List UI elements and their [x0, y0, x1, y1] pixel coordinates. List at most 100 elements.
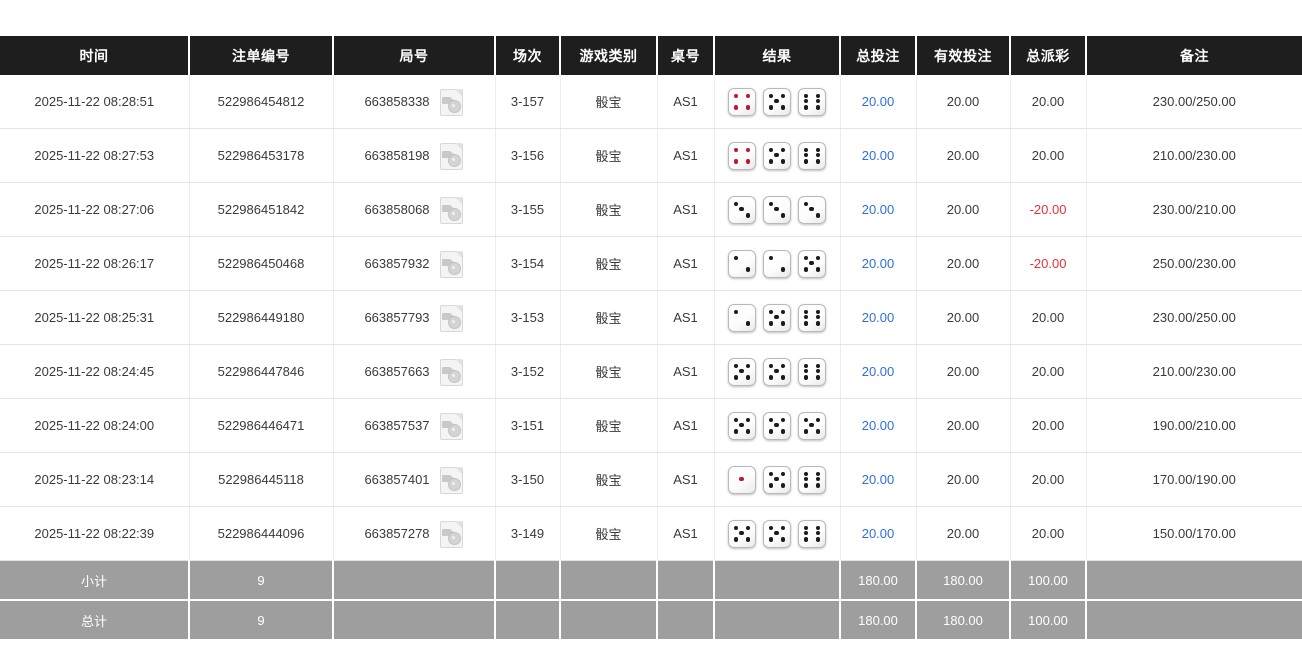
cell-round: 663857278 [333, 506, 496, 561]
video-replay-icon[interactable] [438, 88, 464, 116]
cell-valid-bet: 20.00 [916, 452, 1011, 507]
dice-face-5 [763, 87, 791, 116]
cell-table-no: AS1 [657, 398, 715, 453]
column-header-table[interactable]: 桌号 [657, 36, 715, 75]
column-header-bet[interactable]: 总投注 [840, 36, 917, 75]
cell-session: 3-155 [495, 182, 561, 237]
cell-order-id: 522986454812 [189, 75, 334, 129]
dice-result-group [719, 357, 836, 386]
dice-face-5 [763, 357, 791, 386]
dice-face-5 [763, 303, 791, 332]
cell-total-bet[interactable]: 20.00 [840, 344, 917, 399]
cell-total-bet[interactable]: 20.00 [840, 290, 917, 345]
table-row: 2025-11-22 08:23:14 522986445118 663857401… [0, 452, 1302, 507]
table-row: 2025-11-22 08:27:53 522986453178 663858198… [0, 128, 1302, 183]
cell-order-id: 522986446471 [189, 398, 334, 453]
dice-face-5 [763, 411, 791, 440]
summary-result [714, 600, 841, 639]
dice-result-group [719, 465, 836, 494]
cell-time: 2025-11-22 08:28:51 [0, 75, 190, 129]
cell-table-no: AS1 [657, 128, 715, 183]
summary-game [560, 560, 658, 601]
column-header-game[interactable]: 游戏类别 [560, 36, 658, 75]
cell-order-id: 522986451842 [189, 182, 334, 237]
column-header-result[interactable]: 结果 [714, 36, 841, 75]
video-replay-icon[interactable] [438, 250, 464, 278]
dice-face-4 [728, 141, 756, 170]
video-replay-icon[interactable] [438, 520, 464, 548]
dice-face-6 [798, 141, 826, 170]
cell-table-no: AS1 [657, 344, 715, 399]
summary-remark [1086, 600, 1302, 639]
cell-time: 2025-11-22 08:24:45 [0, 344, 190, 399]
cell-time: 2025-11-22 08:27:53 [0, 128, 190, 183]
summary-total-bet: 180.00 [840, 560, 917, 601]
dice-face-3 [728, 195, 756, 224]
video-replay-icon[interactable] [438, 196, 464, 224]
round-number: 663857401 [364, 472, 430, 487]
table-row: 2025-11-22 08:24:45 522986447846 663857663… [0, 344, 1302, 399]
cell-result [714, 398, 841, 453]
video-replay-icon[interactable] [438, 466, 464, 494]
cell-total-bet[interactable]: 20.00 [840, 236, 917, 291]
column-header-remark[interactable]: 备注 [1086, 36, 1302, 75]
cell-result [714, 236, 841, 291]
cell-total-bet[interactable]: 20.00 [840, 128, 917, 183]
cell-total-bet[interactable]: 20.00 [840, 506, 917, 561]
round-number: 663857537 [364, 418, 430, 433]
cell-result [714, 506, 841, 561]
dice-face-6 [798, 357, 826, 386]
cell-total-payout: 20.00 [1010, 75, 1087, 129]
cell-session: 3-150 [495, 452, 561, 507]
summary-result [714, 560, 841, 601]
dice-face-5 [798, 249, 826, 278]
dice-result-group [719, 141, 836, 170]
cell-round: 663857537 [333, 398, 496, 453]
column-header-payout[interactable]: 总派彩 [1010, 36, 1087, 75]
cell-order-id: 522986453178 [189, 128, 334, 183]
cell-remark: 210.00/230.00 [1086, 344, 1302, 399]
cell-table-no: AS1 [657, 182, 715, 237]
cell-remark: 210.00/230.00 [1086, 128, 1302, 183]
dice-face-5 [763, 465, 791, 494]
cell-game-type: 骰宝 [560, 344, 658, 399]
cell-total-bet[interactable]: 20.00 [840, 75, 917, 129]
cell-result [714, 75, 841, 129]
dice-face-5 [763, 519, 791, 548]
dice-face-3 [798, 195, 826, 224]
video-replay-icon[interactable] [438, 358, 464, 386]
cell-total-payout: 20.00 [1010, 344, 1087, 399]
cell-total-bet[interactable]: 20.00 [840, 182, 917, 237]
dice-face-5 [763, 141, 791, 170]
dice-face-1 [728, 465, 756, 494]
cell-total-bet[interactable]: 20.00 [840, 452, 917, 507]
round-number: 663857663 [364, 364, 430, 379]
video-replay-icon[interactable] [438, 412, 464, 440]
dice-face-5 [728, 411, 756, 440]
summary-total-payout: 100.00 [1010, 560, 1087, 601]
cell-round: 663858068 [333, 182, 496, 237]
column-header-valid[interactable]: 有效投注 [916, 36, 1011, 75]
cell-valid-bet: 20.00 [916, 75, 1011, 129]
cell-game-type: 骰宝 [560, 506, 658, 561]
video-replay-icon[interactable] [438, 142, 464, 170]
round-number: 663857793 [364, 310, 430, 325]
column-header-time[interactable]: 时间 [0, 36, 190, 75]
summary-row: 小计 9 180.00 180.00 100.00 [0, 560, 1302, 601]
round-number: 663857932 [364, 256, 430, 271]
video-replay-icon[interactable] [438, 304, 464, 332]
summary-total-payout: 100.00 [1010, 600, 1087, 639]
cell-total-bet[interactable]: 20.00 [840, 398, 917, 453]
summary-row: 总计 9 180.00 180.00 100.00 [0, 600, 1302, 639]
dice-result-group [719, 303, 836, 332]
cell-valid-bet: 20.00 [916, 182, 1011, 237]
cell-session: 3-154 [495, 236, 561, 291]
cell-valid-bet: 20.00 [916, 128, 1011, 183]
cell-round: 663857401 [333, 452, 496, 507]
summary-table [657, 600, 715, 639]
column-header-round[interactable]: 局号 [333, 36, 496, 75]
dice-result-group [719, 249, 836, 278]
column-header-order[interactable]: 注单编号 [189, 36, 334, 75]
cell-total-payout: 20.00 [1010, 290, 1087, 345]
column-header-session[interactable]: 场次 [495, 36, 561, 75]
